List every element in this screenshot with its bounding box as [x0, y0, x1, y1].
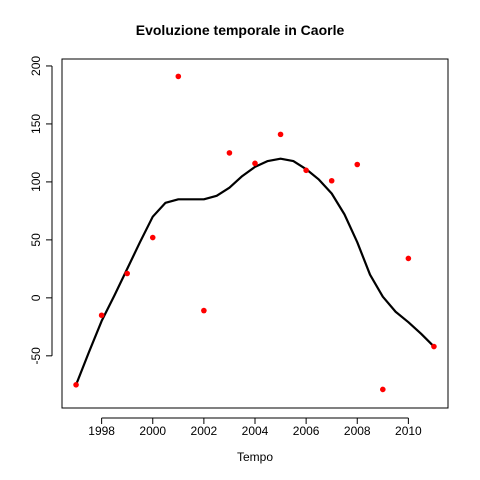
y-tick-label: 0	[29, 294, 43, 301]
x-tick-label: 2008	[344, 424, 371, 438]
x-tick-label: 2010	[395, 424, 422, 438]
data-point	[98, 312, 105, 319]
x-axis-label: Tempo	[236, 450, 274, 464]
y-tick-label: 200	[29, 56, 43, 76]
data-point	[124, 270, 130, 277]
data-point	[380, 386, 386, 393]
y-tick-label: 50	[29, 233, 43, 247]
data-point	[431, 343, 437, 350]
data-point	[226, 150, 233, 156]
data-point	[354, 161, 361, 168]
data-point	[277, 131, 284, 138]
data-point	[303, 167, 309, 174]
x-tick-label: 2006	[293, 424, 320, 438]
x-tick-label: 2002	[191, 424, 218, 438]
x-tick-label: 2004	[242, 424, 269, 438]
data-point	[73, 382, 79, 388]
data-point	[328, 177, 335, 184]
data-point	[252, 160, 258, 167]
smooth-line	[74, 157, 436, 386]
data-point	[149, 234, 156, 241]
data-point	[405, 255, 412, 262]
x-tick-label: 1998	[88, 424, 115, 438]
x-tick-label: 2000	[139, 424, 166, 438]
y-tick-label: -50	[29, 347, 43, 365]
data-point	[175, 73, 182, 80]
y-tick-label: 100	[29, 172, 43, 192]
y-tick-label: 150	[29, 114, 43, 134]
data-point	[201, 307, 207, 314]
plot-frame	[61, 58, 449, 409]
chart-title: Evoluzione temporale in Caorle	[135, 22, 345, 38]
